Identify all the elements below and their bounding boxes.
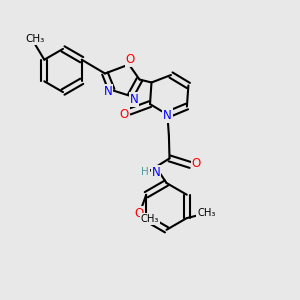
- Text: N: N: [103, 85, 112, 98]
- Text: CH₃: CH₃: [26, 34, 45, 44]
- Text: O: O: [120, 107, 129, 121]
- Text: N: N: [152, 166, 160, 179]
- Text: N: N: [130, 93, 139, 106]
- Text: O: O: [192, 157, 201, 170]
- Text: O: O: [126, 52, 135, 66]
- Text: N: N: [163, 109, 172, 122]
- Text: CH₃: CH₃: [197, 208, 215, 218]
- Text: O: O: [135, 207, 144, 220]
- Text: H: H: [141, 167, 149, 177]
- Text: CH₃: CH₃: [141, 214, 159, 224]
